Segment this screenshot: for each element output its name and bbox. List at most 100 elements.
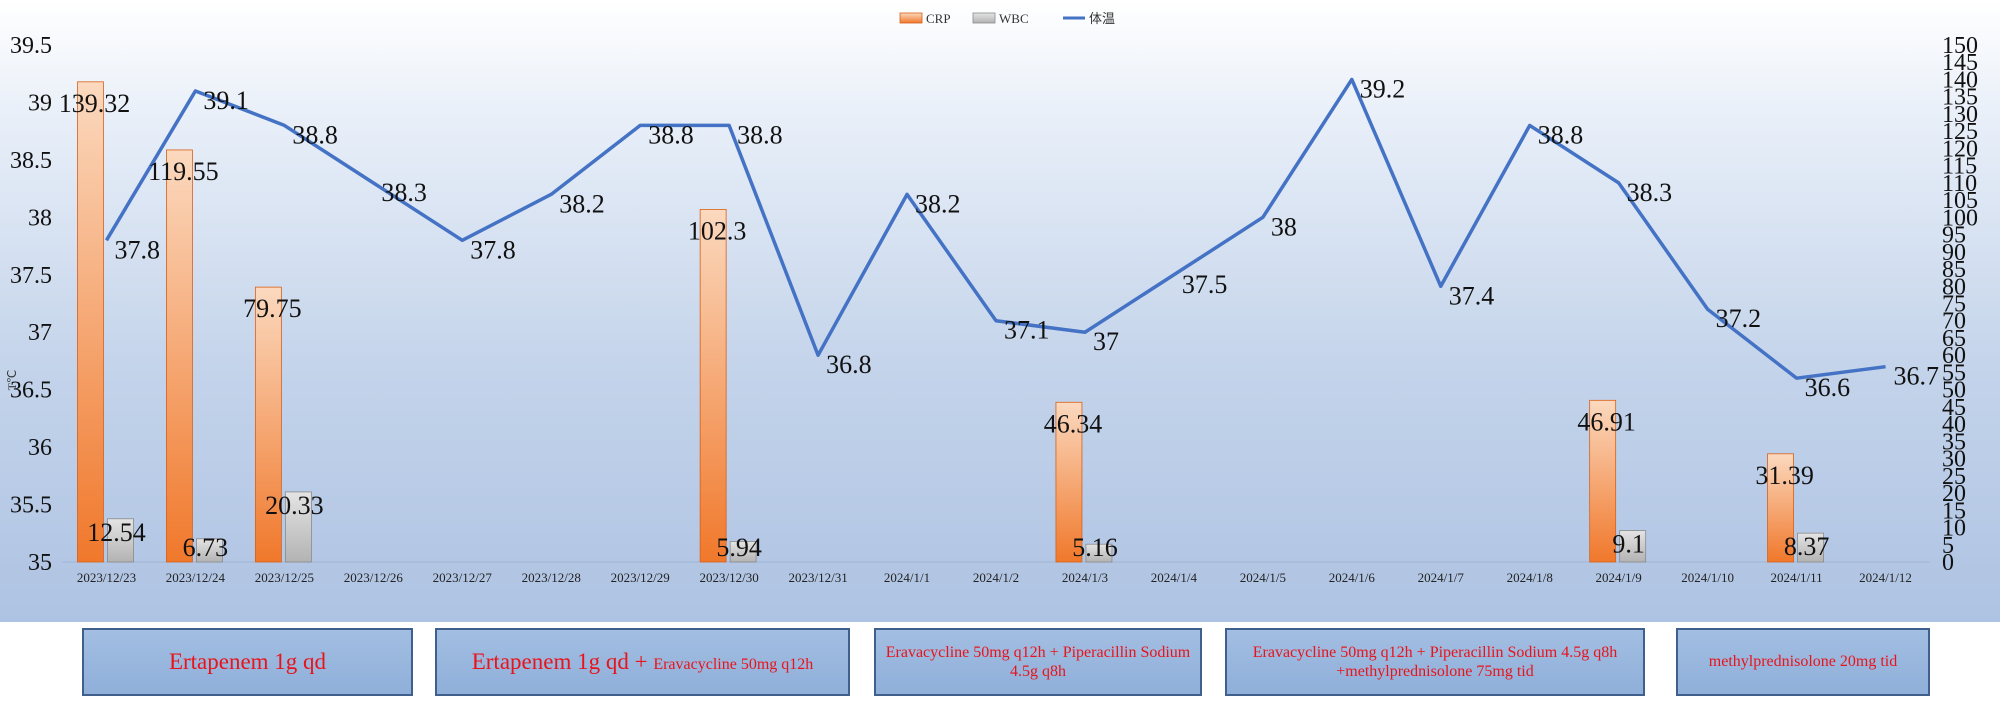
temperature-data-label: 36.7 — [1894, 362, 1940, 391]
x-axis-tick: 2023/12/28 — [522, 570, 581, 585]
right-axis-tick: 60 — [1942, 343, 1966, 369]
crp-bar — [254, 286, 282, 563]
temperature-data-label: 38.3 — [1627, 178, 1673, 207]
crp-data-label: 46.91 — [1577, 407, 1636, 436]
crp-bar — [1589, 399, 1617, 563]
legend-swatch-crp — [899, 12, 923, 24]
treatment-text-2-small: Eravacycline 50mg q12h — [653, 656, 814, 674]
chart-panel: CRP WBC 体温 T℃ 35 35.5 36 36.5 37 37.5 38 38.5 39 39… — [0, 0, 2000, 622]
x-axis-tick: 2023/12/23 — [77, 570, 136, 585]
right-axis-tick: 135 — [1942, 85, 1978, 111]
left-axis-tick: 37.5 — [10, 263, 52, 289]
wbc-bar — [1085, 543, 1113, 563]
right-axis-tick: 45 — [1942, 395, 1966, 421]
x-axis-tick: 2024/1/3 — [1062, 570, 1108, 585]
crp-bar — [1767, 453, 1794, 563]
x-axis-tick: 2023/12/29 — [611, 570, 670, 585]
wbc-bar — [284, 491, 312, 563]
combo-chart: CRP WBC 体温 T℃ 35 35.5 36 36.5 37 37.5 38 38.5 39 39… — [5, 11, 1978, 585]
x-axis-tick: 2024/1/2 — [973, 570, 1019, 585]
treatment-box-3: Eravacycline 50mg q12h + Piperacillin So… — [874, 628, 1202, 696]
crp-bar — [1055, 401, 1083, 563]
crp-data-label: 119.55 — [148, 157, 219, 186]
wbc-bar — [196, 538, 223, 563]
left-axis-tick: 39.5 — [10, 33, 52, 59]
crp-data-label: 79.75 — [243, 294, 302, 323]
right-axis-tick: 150 — [1942, 33, 1978, 59]
right-axis-tick: 100 — [1942, 205, 1978, 231]
temperature-data-label: 37 — [1093, 327, 1119, 356]
temperature-data-label: 39.2 — [1360, 74, 1406, 103]
temperature-data-label: 39.1 — [203, 86, 249, 115]
right-axis-tick: 35 — [1942, 429, 1966, 455]
crp-data-label: 31.39 — [1755, 461, 1814, 490]
right-axis-tick: 120 — [1942, 136, 1978, 162]
x-axis-tick: 2023/12/26 — [344, 570, 404, 585]
treatment-text-1: Ertapenem 1g qd — [168, 649, 327, 675]
crp-bar — [699, 209, 727, 563]
x-axis-tick: 2024/1/12 — [1859, 570, 1912, 585]
x-axis-tick: 2023/12/30 — [700, 570, 759, 585]
temperature-data-label: 38 — [1271, 212, 1297, 241]
legend-label-crp: CRP — [926, 11, 951, 26]
y-axis-title: T℃ — [5, 370, 19, 391]
treatment-text-5: methylprednisolone 20mg tid — [1708, 653, 1898, 671]
wbc-bar — [1619, 530, 1647, 563]
x-axis-tick: 2024/1/10 — [1681, 570, 1734, 585]
x-axis-tick: 2023/12/24 — [166, 570, 226, 585]
treatment-box-4: Eravacycline 50mg q12h + Piperacillin So… — [1225, 628, 1645, 696]
temperature-data-label: 38.2 — [559, 189, 605, 218]
left-axis-tick: 36 — [28, 435, 52, 461]
crp-bar — [77, 81, 104, 563]
temperature-data-label: 38.3 — [381, 178, 427, 207]
x-axis-tick: 2024/1/8 — [1507, 570, 1553, 585]
wbc-data-label: 9.1 — [1612, 530, 1645, 559]
x-axis-tick: 2024/1/7 — [1418, 570, 1465, 585]
left-axis-tick: 36.5 — [10, 378, 52, 404]
crp-data-label: 139.32 — [59, 89, 131, 118]
wbc-bar — [729, 541, 757, 563]
wbc-bar — [107, 518, 134, 563]
temperature-data-label: 37.2 — [1716, 304, 1762, 333]
temperature-line — [104, 77, 1886, 380]
x-axis-tick: 2024/1/1 — [884, 570, 930, 585]
temperature-data-label: 37.4 — [1449, 281, 1495, 310]
right-axis-tick: 40 — [1942, 412, 1966, 438]
right-axis-tick: 65 — [1942, 326, 1966, 352]
right-axis-tick: 110 — [1942, 171, 1977, 197]
right-axis-tick: 115 — [1942, 154, 1977, 180]
x-axis-tick: 2024/1/5 — [1240, 570, 1286, 585]
right-axis-tick: 85 — [1942, 257, 1966, 283]
right-axis-tick: 125 — [1942, 119, 1978, 145]
left-axis-tick: 38 — [28, 205, 52, 231]
x-axis-tick: 2024/1/6 — [1329, 570, 1376, 585]
temperature-data-label: 36.8 — [826, 350, 872, 379]
right-axis-tick: 20 — [1942, 481, 1966, 507]
treatment-text-3: Eravacycline 50mg q12h + Piperacillin So… — [885, 643, 1191, 680]
right-axis-tick: 80 — [1942, 274, 1966, 300]
wbc-data-label: 12.54 — [87, 518, 146, 547]
crp-bar — [166, 149, 193, 563]
right-axis-tick: 70 — [1942, 309, 1966, 335]
right-axis-tick: 55 — [1942, 360, 1966, 386]
temperature-data-label: 36.6 — [1805, 373, 1851, 402]
temperature-data-label: 37.8 — [470, 235, 516, 264]
legend-swatch-wbc — [972, 12, 996, 24]
x-axis-tick: 2024/1/9 — [1596, 570, 1642, 585]
x-axis-tick: 2023/12/31 — [788, 570, 847, 585]
temperature-data-label: 38.8 — [737, 120, 783, 149]
right-axis-tick: 50 — [1942, 378, 1966, 404]
right-axis-tick: 130 — [1942, 102, 1978, 128]
left-axis-tick: 35 — [28, 550, 52, 576]
wbc-data-label: 5.16 — [1072, 533, 1118, 562]
x-axis-tick: 2024/1/11 — [1770, 570, 1822, 585]
wbc-bar — [1797, 532, 1824, 563]
wbc-data-label: 20.33 — [265, 491, 324, 520]
treatment-box-1: Ertapenem 1g qd — [82, 628, 413, 696]
wbc-data-label: 5.94 — [716, 533, 762, 562]
left-axis-tick: 37 — [28, 320, 52, 346]
x-axis-tick: 2023/12/27 — [433, 570, 493, 585]
legend-label-temperature: 体温 — [1089, 11, 1115, 26]
left-axis-tick: 39 — [28, 90, 52, 116]
temperature-data-label: 37.1 — [1004, 316, 1050, 345]
